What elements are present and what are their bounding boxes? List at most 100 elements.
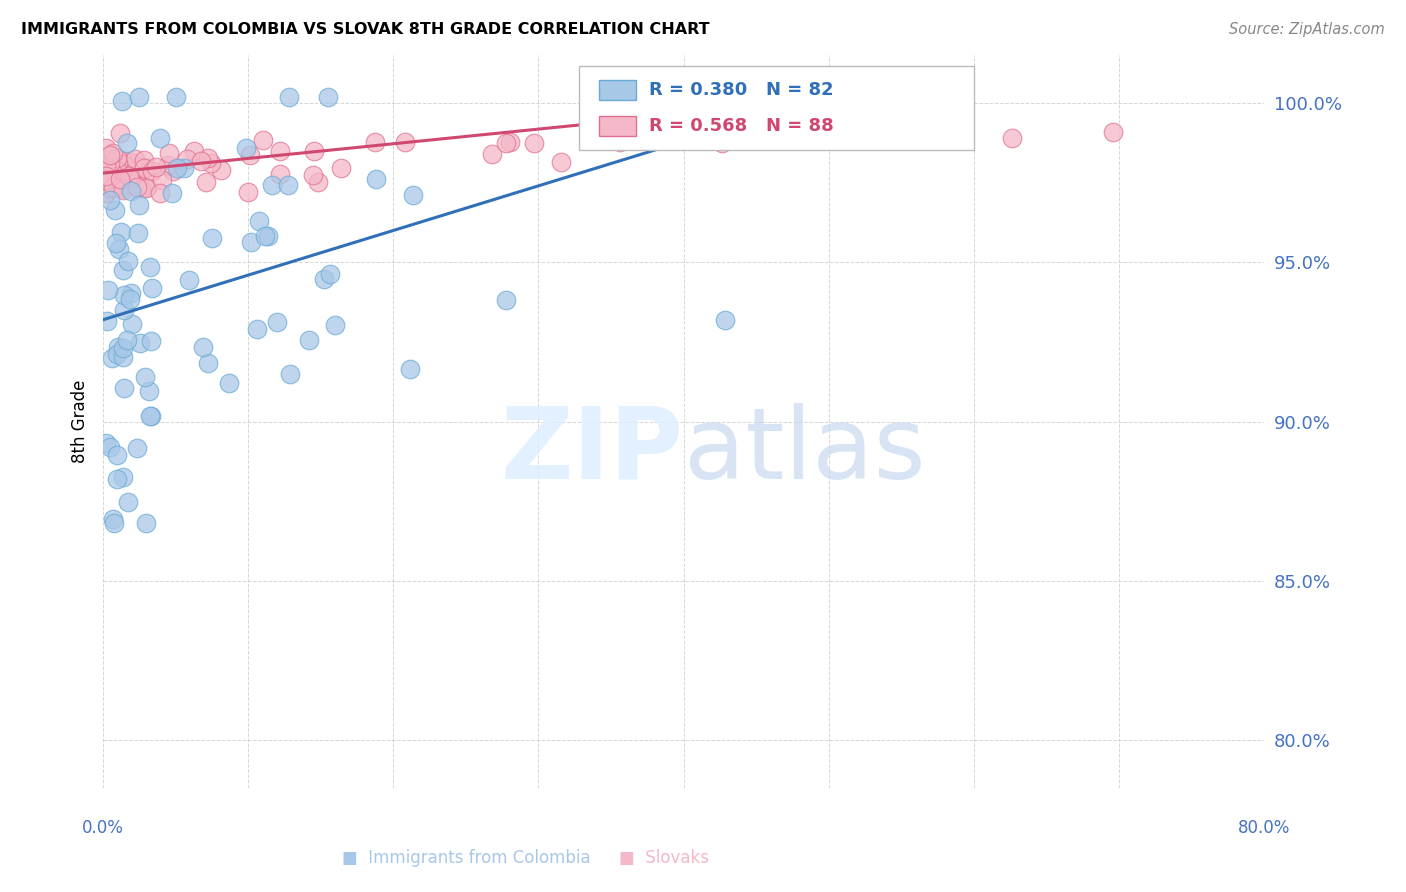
Point [280, 368, 302, 382]
Point [277, 89, 299, 103]
Point [135, 161, 157, 175]
Point [307, 175, 329, 189]
Point [124, 153, 146, 167]
Point [98, 148, 121, 162]
Point [135, 516, 157, 530]
Point [262, 178, 284, 192]
Point [118, 166, 141, 180]
Point [329, 161, 352, 176]
Point [120, 171, 142, 186]
Point [673, 89, 696, 103]
Point [236, 185, 259, 199]
Point [713, 313, 735, 327]
Point [1102, 125, 1125, 139]
Point [655, 125, 678, 139]
Text: R = 0.568   N = 88: R = 0.568 N = 88 [648, 117, 834, 135]
Text: 0.0%: 0.0% [82, 819, 124, 837]
Point [105, 448, 128, 462]
Point [117, 495, 139, 509]
Point [481, 147, 503, 161]
Point [1000, 131, 1022, 145]
Point [246, 322, 269, 336]
Point [633, 120, 655, 135]
Point [96, 177, 118, 191]
Point [201, 231, 224, 245]
Point [277, 178, 299, 193]
Point [98, 440, 121, 454]
Point [97, 164, 120, 178]
Point [104, 202, 127, 217]
Point [141, 163, 163, 178]
Point [239, 147, 262, 161]
Point [98, 156, 121, 170]
Point [134, 370, 156, 384]
Point [710, 136, 733, 151]
Point [112, 302, 135, 317]
Point [98, 160, 121, 174]
Point [101, 511, 124, 525]
Point [394, 135, 416, 149]
Point [118, 169, 141, 183]
Point [183, 144, 205, 158]
Point [94, 169, 117, 183]
Point [815, 121, 838, 136]
Point [149, 186, 172, 201]
Point [112, 263, 135, 277]
Point [363, 135, 385, 149]
Point [132, 161, 155, 175]
Point [209, 163, 232, 178]
Point [166, 161, 188, 175]
Y-axis label: 8th Grade: 8th Grade [72, 380, 89, 464]
Text: 80.0%: 80.0% [1237, 819, 1291, 837]
Point [104, 151, 127, 165]
Point [105, 163, 128, 178]
Point [111, 341, 134, 355]
Point [141, 281, 163, 295]
Point [195, 175, 218, 189]
Point [110, 225, 132, 239]
Point [302, 168, 325, 182]
Point [302, 144, 325, 158]
Point [298, 333, 321, 347]
Point [191, 340, 214, 354]
Point [247, 214, 270, 228]
Point [128, 335, 150, 350]
Point [266, 315, 288, 329]
Point [128, 159, 150, 173]
Point [114, 159, 136, 173]
Point [112, 288, 135, 302]
Point [94, 435, 117, 450]
Text: ZIP: ZIP [501, 402, 683, 500]
Point [366, 172, 388, 186]
Point [108, 179, 131, 194]
Point [177, 273, 200, 287]
Point [111, 164, 134, 178]
Point [319, 268, 342, 282]
Point [101, 180, 124, 194]
Point [197, 151, 219, 165]
Point [149, 131, 172, 145]
Point [134, 153, 156, 167]
Text: IMMIGRANTS FROM COLOMBIA VS SLOVAK 8TH GRADE CORRELATION CHART: IMMIGRANTS FROM COLOMBIA VS SLOVAK 8TH G… [21, 22, 710, 37]
Point [197, 355, 219, 369]
Point [316, 89, 339, 103]
Point [97, 171, 120, 186]
Text: ■  Immigrants from Colombia: ■ Immigrants from Colombia [342, 849, 591, 867]
Point [145, 160, 167, 174]
Point [120, 184, 142, 198]
Point [115, 162, 138, 177]
Point [138, 384, 160, 398]
Point [112, 470, 135, 484]
Point [398, 362, 420, 376]
Point [112, 158, 135, 172]
Point [495, 136, 517, 151]
Point [730, 89, 752, 103]
Point [120, 285, 142, 300]
Text: atlas: atlas [683, 402, 925, 500]
Point [108, 161, 131, 175]
Point [176, 152, 198, 166]
Point [257, 229, 280, 244]
Point [94, 185, 117, 199]
Point [112, 350, 135, 364]
Point [495, 293, 517, 307]
